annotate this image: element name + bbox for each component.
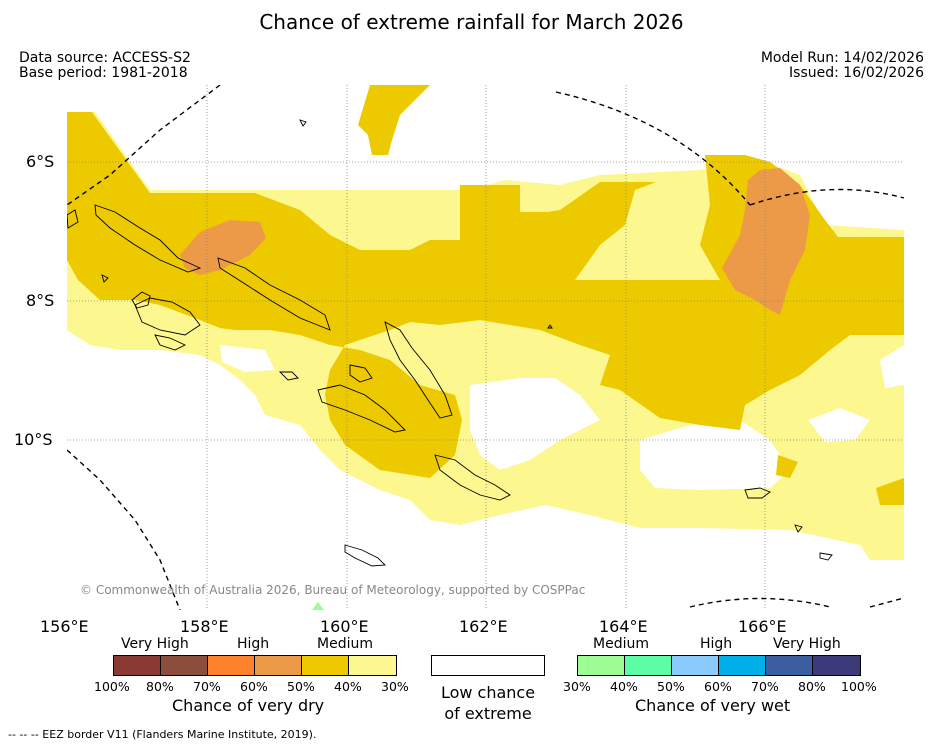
data-source: Data source: ACCESS-S2 [19,50,191,66]
low-chance-swatch [431,655,545,676]
wet-swatch-60-70 [718,655,766,676]
wet-tick-70: 70% [751,679,779,694]
lon-label-164e: 164°E [599,617,648,636]
wet-tick-100: 100% [841,679,877,694]
lon-label-156e: 156°E [40,617,89,636]
dry-medium-region [876,478,904,505]
neutral-caption-line1: Low chance [440,683,536,702]
wet-marker [312,602,324,610]
dry-level-high: High [237,636,270,652]
dry-swatch-50-40 [301,655,349,676]
dry-tick-30: 30% [381,679,409,694]
dry-swatch-60-50 [254,655,302,676]
dry-level-medium: Medium [317,636,373,652]
lon-label-158e: 158°E [180,617,229,636]
wet-swatch-80-100 [812,655,861,676]
dry-medium-region [67,112,904,478]
dry-medium-region [776,455,798,478]
eez-footnote: -- -- -- EEZ border V11 (Flanders Marine… [8,728,317,741]
base-period: Base period: 1981-2018 [19,65,188,81]
low-chance-region [880,345,904,388]
eez-border [67,85,904,610]
low-chance-region [808,408,870,442]
copyright-notice: © Commonwealth of Australia 2026, Bureau… [80,583,585,597]
dry-medium-region [358,85,430,155]
low-chance-region [470,378,600,470]
dry-tick-80: 80% [146,679,174,694]
lat-label-6s: 6°S [26,152,55,171]
dry-swatch-80-70 [160,655,208,676]
dry-level-very-high: Very High [121,636,189,652]
wet-tick-80: 80% [798,679,826,694]
dry-high-region [180,220,266,275]
dry-tick-50: 50% [287,679,315,694]
dry-tick-40: 40% [334,679,362,694]
dry-swatch-40-30 [348,655,397,676]
lat-label-10s: 10°S [14,430,53,449]
wet-level-high: High [700,636,733,652]
coastlines [67,119,833,567]
dry-tick-70: 70% [193,679,221,694]
dry-tick-60: 60% [240,679,268,694]
wet-swatch-50-60 [671,655,719,676]
wet-tick-30: 30% [563,679,591,694]
lat-label-8s: 8°S [26,291,55,310]
wet-level-very-high: Very High [773,636,841,652]
lon-label-162e: 162°E [459,617,508,636]
wet-tick-50: 50% [657,679,685,694]
dry-caption: Chance of very dry [172,696,325,715]
issued-date: Issued: 16/02/2026 [789,65,924,81]
wet-caption: Chance of very wet [635,696,791,715]
dry-high-region [722,168,810,315]
wet-tick-60: 60% [704,679,732,694]
dry-tick-100: 100% [94,679,130,694]
low-chance-region [640,420,790,490]
lon-label-166e: 166°E [738,617,787,636]
lon-label-160e: 160°E [320,617,369,636]
graticule [67,85,904,610]
wet-swatch-40-50 [624,655,672,676]
wet-level-medium: Medium [593,636,649,652]
wet-tick-40: 40% [610,679,638,694]
wet-swatch-30-40 [577,655,625,676]
map-title: Chance of extreme rainfall for March 202… [259,10,684,34]
neutral-caption-line2: of extreme [444,704,532,723]
low-chance-region [220,345,275,372]
dry-swatch-100-80 [113,655,161,676]
wet-swatch-70-80 [765,655,813,676]
model-run: Model Run: 14/02/2026 [760,50,924,66]
dry-swatch-70-60 [207,655,255,676]
